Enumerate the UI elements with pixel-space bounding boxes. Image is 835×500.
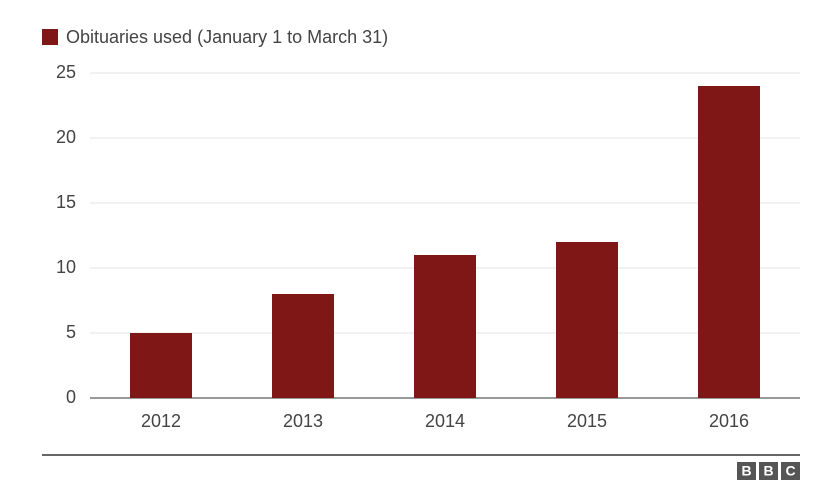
bar — [414, 255, 476, 398]
y-tick-label: 5 — [66, 322, 76, 342]
legend-swatch — [42, 29, 58, 45]
x-tick-label: 2013 — [283, 411, 323, 431]
bar — [130, 333, 192, 398]
x-tick-label: 2016 — [709, 411, 749, 431]
y-tick-label: 20 — [56, 127, 76, 147]
bar — [698, 86, 760, 398]
x-tick-label: 2015 — [567, 411, 607, 431]
logo-letter: B — [741, 463, 751, 479]
y-tick-label: 10 — [56, 257, 76, 277]
x-tick-label: 2014 — [425, 411, 465, 431]
y-tick-label: 0 — [66, 387, 76, 407]
logo-box — [737, 462, 756, 480]
bar — [272, 294, 334, 398]
y-tick-label: 25 — [56, 62, 76, 82]
logo-letter: B — [763, 463, 773, 479]
bar — [556, 242, 618, 398]
y-tick-label: 15 — [56, 192, 76, 212]
logo-box — [781, 462, 800, 480]
logo-letter: C — [785, 463, 795, 479]
x-tick-label: 2012 — [141, 411, 181, 431]
logo-box — [759, 462, 778, 480]
legend-label: Obituaries used (January 1 to March 31) — [66, 27, 388, 47]
